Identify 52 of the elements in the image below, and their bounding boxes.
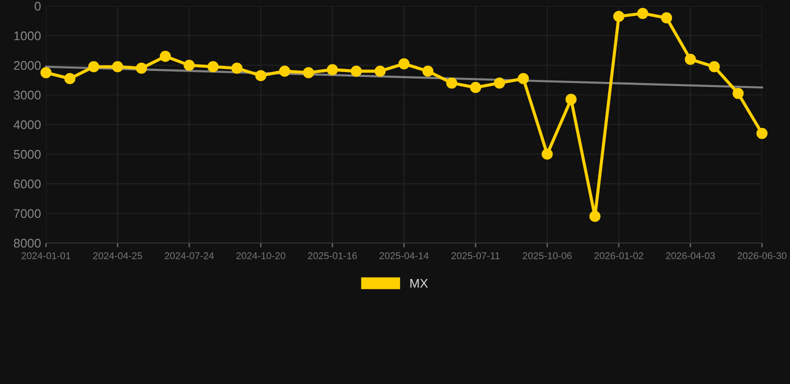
point	[637, 8, 648, 19]
point	[374, 66, 386, 77]
y-tick-label: 3000	[14, 90, 41, 100]
point	[566, 94, 577, 105]
y-tick-label: 8000	[14, 238, 41, 248]
point	[756, 128, 768, 139]
point	[279, 66, 290, 77]
y-tick-label: 0	[34, 2, 41, 11]
point	[350, 66, 362, 77]
x-tick-label: 2025-04-14	[380, 252, 429, 260]
x-tick-label: 2025-01-16	[308, 252, 357, 260]
x-tick-label: 2025-07-11	[452, 252, 500, 260]
y-tick-label: 7000	[14, 209, 41, 218]
point	[88, 61, 100, 72]
x-tick-label: 2024-04-25	[93, 252, 142, 260]
point	[326, 64, 338, 76]
y-tick-label: 1000	[14, 31, 41, 40]
x-tick-label: 2026-04-03	[666, 252, 715, 260]
point	[470, 82, 482, 94]
x-tick-label: 2024-10-20	[236, 252, 286, 260]
point	[136, 62, 148, 74]
point	[302, 67, 314, 78]
x-tick-label: 2024-01-01	[22, 252, 70, 260]
x-tick-label: 2024-07-24	[164, 252, 214, 260]
x-tick-label: 2026-06-30	[738, 252, 786, 260]
point	[708, 61, 720, 72]
point	[446, 77, 458, 89]
point	[40, 67, 52, 78]
point	[208, 61, 219, 72]
point	[542, 148, 553, 160]
y-tick-label: 2000	[14, 61, 41, 70]
x-tick-label: 2026-01-02	[594, 252, 644, 260]
point	[660, 12, 672, 24]
point	[613, 10, 624, 22]
point	[732, 88, 744, 99]
point	[398, 58, 410, 70]
y-tick-label: 4000	[14, 120, 41, 130]
y-tick-label: 5000	[14, 150, 41, 159]
point	[255, 70, 266, 82]
point	[64, 73, 76, 84]
point	[231, 62, 242, 74]
point	[684, 54, 696, 65]
point	[160, 50, 171, 62]
point	[518, 73, 529, 84]
y-tick-label: 6000	[14, 180, 41, 188]
point	[422, 66, 434, 77]
point	[184, 60, 195, 71]
point	[112, 61, 124, 72]
legend-label: MX	[410, 278, 428, 288]
point	[589, 210, 600, 222]
point	[494, 77, 506, 89]
x-tick-label: 2025-10-06	[522, 252, 572, 260]
